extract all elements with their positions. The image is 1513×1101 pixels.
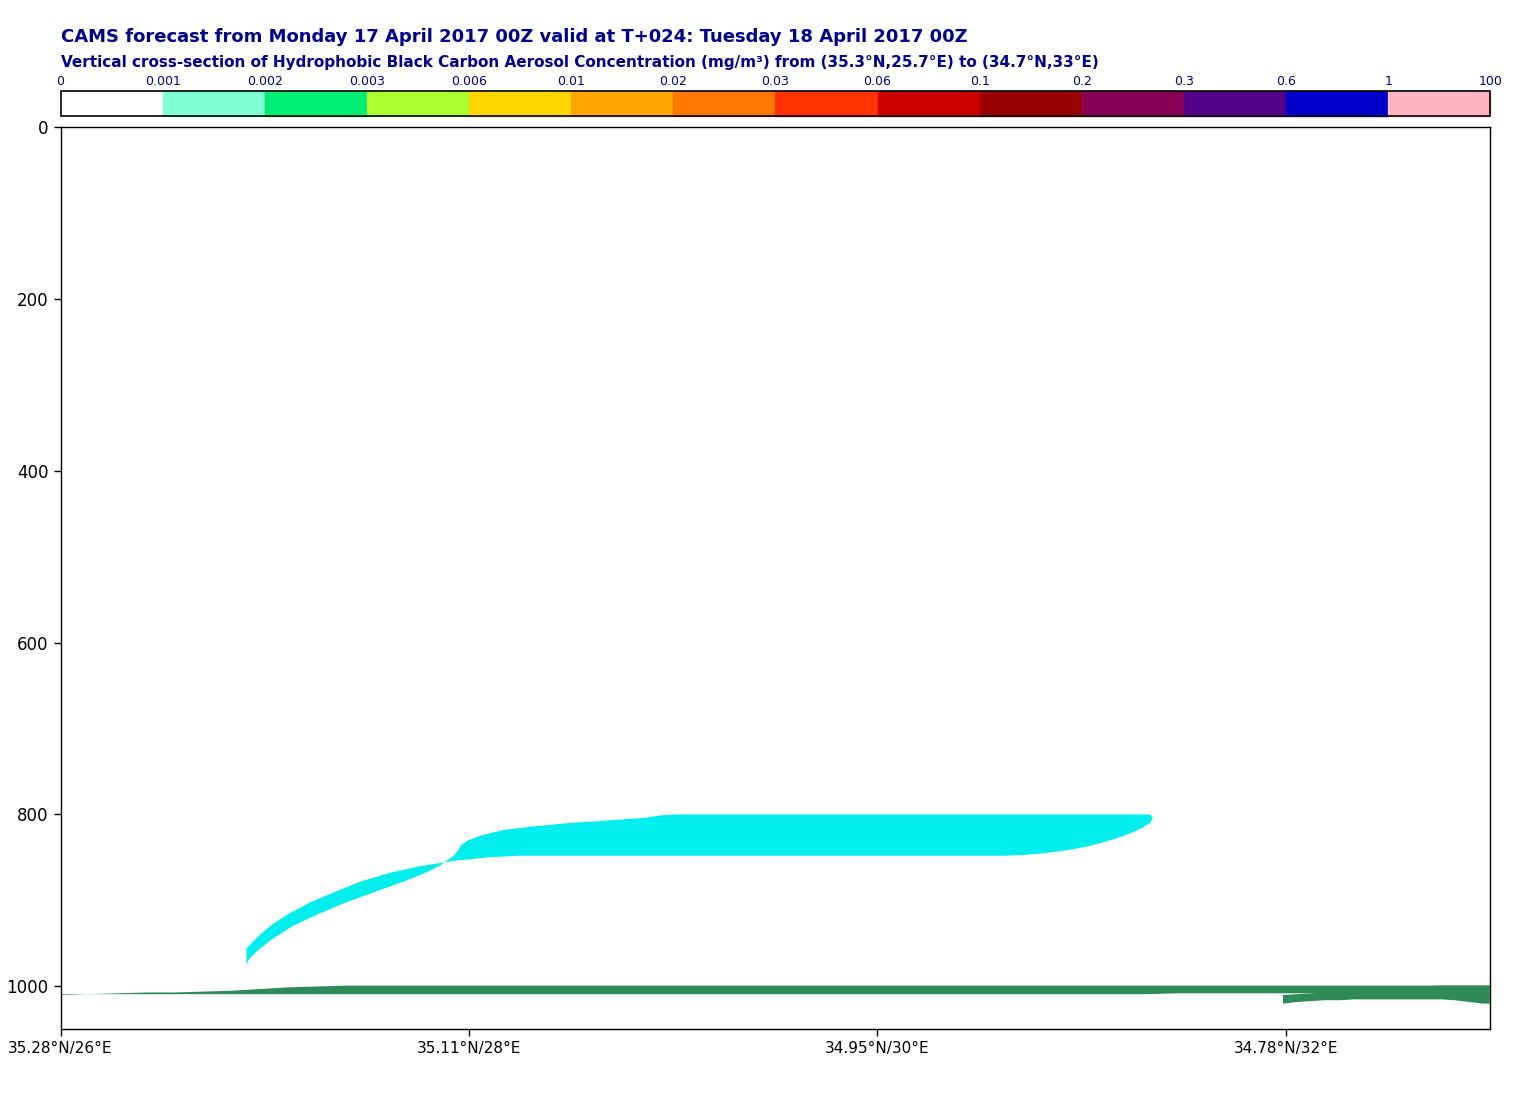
Bar [61, 91, 1490, 116]
Polygon shape [1283, 985, 1490, 1004]
Bar [265, 91, 366, 116]
Bar [878, 91, 979, 116]
Bar [1185, 91, 1286, 116]
Text: 0.02: 0.02 [660, 75, 687, 88]
Bar [775, 91, 878, 116]
Bar [1082, 91, 1185, 116]
Text: 0.3: 0.3 [1174, 75, 1194, 88]
Text: 0.001: 0.001 [145, 75, 180, 88]
Text: 0.06: 0.06 [864, 75, 891, 88]
Text: 0.003: 0.003 [350, 75, 384, 88]
Text: 0.2: 0.2 [1071, 75, 1092, 88]
Bar [979, 91, 1082, 116]
Bar [673, 91, 775, 116]
Text: 0.006: 0.006 [451, 75, 487, 88]
Bar [572, 91, 673, 116]
Text: Vertical cross-section of Hydrophobic Black Carbon Aerosol Concentration (mg/m³): Vertical cross-section of Hydrophobic Bl… [61, 55, 1098, 70]
Bar [61, 91, 163, 116]
Polygon shape [247, 815, 1153, 964]
Bar [1286, 91, 1389, 116]
Bar [1389, 91, 1490, 116]
Text: 0.002: 0.002 [247, 75, 283, 88]
Polygon shape [61, 985, 1490, 1000]
Text: 100: 100 [1478, 75, 1502, 88]
Text: 0.6: 0.6 [1275, 75, 1297, 88]
Text: 0.03: 0.03 [761, 75, 790, 88]
Text: 0.1: 0.1 [970, 75, 990, 88]
Bar [163, 91, 265, 116]
Text: CAMS forecast from Monday 17 April 2017 00Z valid at T+024: Tuesday 18 April 201: CAMS forecast from Monday 17 April 2017 … [61, 28, 967, 45]
Bar [469, 91, 570, 116]
Bar [366, 91, 469, 116]
Text: 0: 0 [56, 75, 65, 88]
Text: 0.01: 0.01 [557, 75, 586, 88]
Text: 1: 1 [1384, 75, 1392, 88]
